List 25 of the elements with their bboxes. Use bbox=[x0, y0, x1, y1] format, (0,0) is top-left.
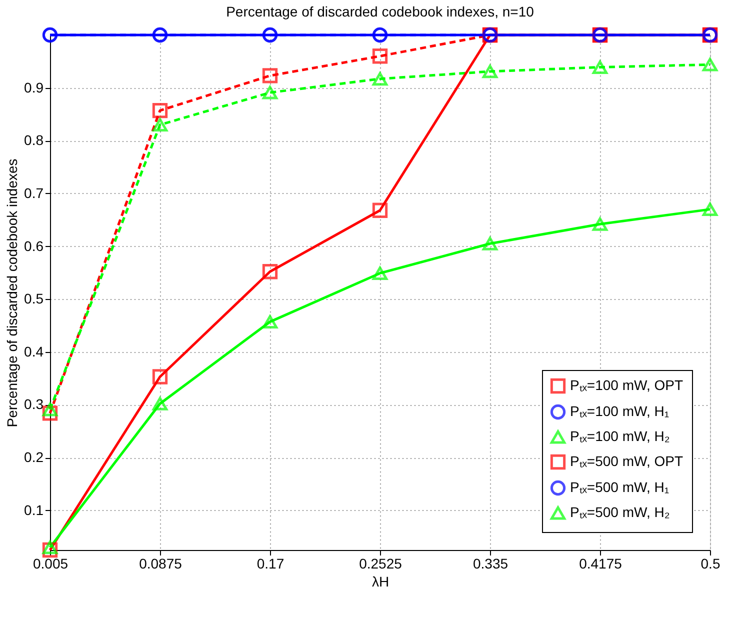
x-axis-title: λH bbox=[372, 574, 390, 590]
y-tick-label: 0.5 bbox=[24, 290, 44, 307]
y-tick-label: 0.3 bbox=[24, 396, 44, 412]
x-tick-label: 0.5 bbox=[700, 556, 720, 572]
y-tick-label: 0.1 bbox=[24, 502, 44, 518]
legend-label: Pₜₓ=500 mW, H₁ bbox=[570, 479, 670, 495]
y-tick-label: 0.2 bbox=[24, 449, 44, 466]
x-tick-label: 0.17 bbox=[256, 556, 284, 572]
x-tick-label: 0.0875 bbox=[139, 556, 182, 572]
y-tick-label: 0.7 bbox=[24, 184, 44, 201]
x-tick-label: 0.4175 bbox=[579, 556, 622, 572]
legend-label: Pₜₓ=500 mW, H₂ bbox=[570, 504, 670, 520]
y-tick-label: 0.4 bbox=[24, 343, 44, 360]
y-tick-label: 0.8 bbox=[24, 132, 44, 148]
legend-label: Pₜₓ=100 mW, H₂ bbox=[570, 428, 670, 444]
x-tick-label: 0.2525 bbox=[359, 556, 402, 572]
y-tick-label: 0.9 bbox=[24, 79, 44, 96]
legend-label: Pₜₓ=500 mW, OPT bbox=[570, 453, 684, 469]
chart-title: Percentage of discarded codebook indexes, n=10 bbox=[226, 4, 534, 20]
y-axis-title: Percentage of discarded codebook indexes bbox=[4, 158, 20, 428]
x-tick-label: 0.005 bbox=[32, 556, 68, 572]
x-tick-label: 0.335 bbox=[472, 556, 508, 572]
y-tick-label: 0.6 bbox=[24, 238, 44, 254]
legend-label: Pₜₓ=100 mW, H₁ bbox=[570, 403, 670, 419]
legend-label: Pₜₓ=100 mW, OPT bbox=[570, 377, 684, 393]
